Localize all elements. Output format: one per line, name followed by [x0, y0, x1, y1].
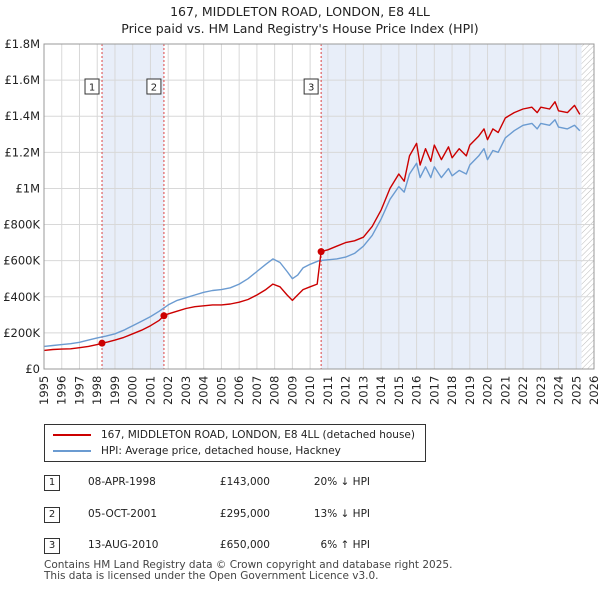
sale-point [317, 248, 325, 256]
transaction-price: £295,000 [219, 508, 270, 520]
legend-item-property: 167, MIDDLETON ROAD, LONDON, E8 4LL (det… [53, 428, 415, 442]
x-tick-label: 1998 [90, 376, 104, 405]
x-tick-label: 2023 [534, 376, 548, 405]
transaction-number: 2 [44, 507, 60, 523]
y-tick-label: £1.4M [4, 109, 40, 123]
transaction-number: 1 [44, 475, 60, 491]
x-tick-label: 2019 [463, 376, 477, 405]
x-tick-label: 2009 [285, 376, 299, 405]
x-tick-label: 2003 [179, 376, 193, 405]
transaction-hpi: 6% ↑ HPI [320, 539, 370, 551]
x-tick-label: 1996 [55, 376, 69, 405]
x-tick-label: 2025 [569, 376, 583, 405]
shaded-period [321, 44, 582, 369]
x-tick-label: 2011 [321, 376, 335, 405]
x-tick-label: 2004 [197, 376, 211, 405]
transaction-hpi: 13% ↓ HPI [313, 508, 370, 520]
price-chart: 1 2 3 £0 £200K £400K £600K £800K £1M £1.2M £1.4M £… [3, 37, 600, 405]
sale-label-number: 1 [89, 83, 95, 94]
x-tick-label: 2001 [143, 376, 157, 405]
plot-border [43, 43, 595, 370]
transaction-price: £143,000 [219, 476, 270, 488]
transaction-number: 3 [44, 538, 60, 554]
y-tick-label: £400K [3, 290, 40, 304]
legend-label-hpi: HPI: Average price, detached house, Hack… [101, 445, 341, 457]
sale-label-number: 2 [151, 83, 157, 94]
x-tick-label: 2014 [374, 376, 388, 405]
transaction-date: 08-APR-1998 [88, 476, 156, 488]
transaction-price: £650,000 [219, 539, 270, 551]
x-tick-label: 1997 [72, 376, 86, 405]
x-tick-label: 2002 [161, 376, 175, 405]
x-tick-label: 2026 [587, 376, 600, 405]
x-tick-label: 2006 [232, 376, 246, 405]
x-tick-label: 1995 [37, 376, 51, 405]
footer-attribution: Contains HM Land Registry data © Crown c… [44, 560, 452, 582]
transaction-date: 13-AUG-2010 [88, 539, 159, 551]
x-tick-label: 2015 [392, 376, 406, 405]
y-tick-label: £1.2M [4, 145, 40, 159]
chart-title: 167, MIDDLETON ROAD, LONDON, E8 4LL [170, 4, 430, 19]
x-tick-label: 2022 [516, 376, 530, 405]
x-tick-label: 2008 [268, 376, 282, 405]
sale-label-box [303, 78, 319, 95]
x-tick-label: 1999 [108, 376, 122, 405]
sale-point [98, 339, 106, 347]
hpi-line [43, 119, 581, 348]
footer-license: This data is licensed under the Open Gov… [44, 570, 379, 582]
x-tick-label: 2010 [303, 376, 317, 405]
sale-point [160, 312, 168, 320]
y-tick-label: £0 [25, 362, 40, 376]
sale-label-number: 3 [308, 83, 314, 94]
legend-swatch-hpi [53, 450, 91, 452]
transaction-hpi: 20% ↓ HPI [313, 476, 370, 488]
forecast-hatch [581, 44, 594, 369]
x-tick-label: 2018 [445, 376, 459, 405]
x-tick-label: 2007 [250, 376, 264, 405]
legend-swatch-property [53, 434, 91, 436]
y-tick-label: £1.8M [4, 37, 40, 51]
x-tick-label: 2005 [214, 376, 228, 405]
legend-item-hpi: HPI: Average price, detached house, Hack… [53, 444, 341, 458]
property-price-line [43, 101, 581, 352]
sale-label-box [84, 78, 100, 95]
x-tick-label: 2020 [481, 376, 495, 405]
transaction-date: 05-OCT-2001 [88, 508, 157, 520]
x-tick-label: 2000 [126, 376, 140, 405]
legend-label-property: 167, MIDDLETON ROAD, LONDON, E8 4LL (det… [101, 429, 415, 441]
chart-subtitle: Price paid vs. HM Land Registry's House … [121, 21, 479, 36]
y-tick-label: £1.6M [4, 73, 40, 87]
x-tick-label: 2024 [552, 376, 566, 405]
x-tick-label: 2021 [498, 376, 512, 405]
y-tick-label: £1M [15, 181, 40, 195]
x-tick-label: 2013 [356, 376, 370, 405]
x-tick-label: 2012 [339, 376, 353, 405]
x-tick-label: 2017 [427, 376, 441, 405]
footer-copyright: Contains HM Land Registry data © Crown c… [44, 559, 453, 571]
y-tick-label: £600K [3, 254, 40, 268]
y-tick-label: £800K [3, 218, 40, 232]
x-tick-label: 2016 [410, 376, 424, 405]
chart-legend: 167, MIDDLETON ROAD, LONDON, E8 4LL (det… [44, 424, 426, 462]
sale-label-box [146, 78, 162, 95]
y-tick-label: £200K [3, 326, 40, 340]
